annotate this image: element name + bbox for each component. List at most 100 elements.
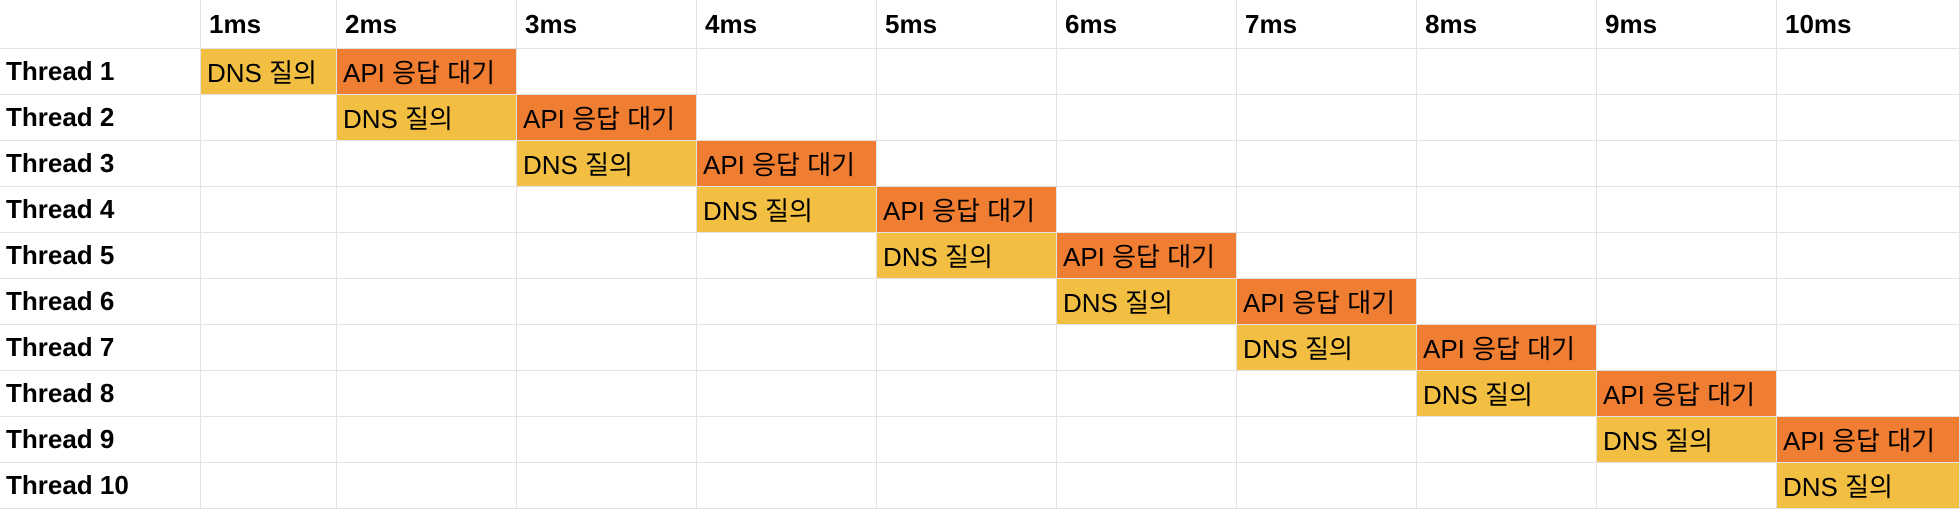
empty-cell[interactable] bbox=[877, 279, 1057, 325]
empty-cell[interactable] bbox=[1237, 371, 1417, 417]
task-api-wait[interactable]: API 응답 대기 bbox=[1417, 325, 1597, 371]
empty-cell[interactable] bbox=[1597, 49, 1777, 95]
empty-cell[interactable] bbox=[337, 463, 517, 509]
row-label[interactable]: Thread 1 bbox=[0, 49, 201, 95]
empty-cell[interactable] bbox=[517, 417, 697, 463]
task-api-wait[interactable]: API 응답 대기 bbox=[1237, 279, 1417, 325]
task-api-wait[interactable]: API 응답 대기 bbox=[1777, 417, 1960, 463]
empty-cell[interactable] bbox=[1417, 233, 1597, 279]
empty-cell[interactable] bbox=[517, 463, 697, 509]
task-api-wait[interactable]: API 응답 대기 bbox=[1057, 233, 1237, 279]
empty-cell[interactable] bbox=[877, 95, 1057, 141]
empty-cell[interactable] bbox=[517, 233, 697, 279]
empty-cell[interactable] bbox=[337, 187, 517, 233]
task-api-wait[interactable]: API 응답 대기 bbox=[517, 95, 697, 141]
empty-cell[interactable] bbox=[877, 141, 1057, 187]
empty-cell[interactable] bbox=[1057, 49, 1237, 95]
empty-cell[interactable] bbox=[1057, 371, 1237, 417]
empty-cell[interactable] bbox=[697, 95, 877, 141]
empty-cell[interactable] bbox=[1777, 325, 1960, 371]
empty-cell[interactable] bbox=[1057, 463, 1237, 509]
column-header[interactable]: 6ms bbox=[1057, 0, 1237, 49]
task-dns-query[interactable]: DNS 질의 bbox=[1417, 371, 1597, 417]
empty-cell[interactable] bbox=[201, 95, 337, 141]
row-label[interactable]: Thread 6 bbox=[0, 279, 201, 325]
empty-cell[interactable] bbox=[1597, 95, 1777, 141]
empty-cell[interactable] bbox=[517, 187, 697, 233]
empty-cell[interactable] bbox=[1417, 49, 1597, 95]
empty-cell[interactable] bbox=[877, 325, 1057, 371]
empty-cell[interactable] bbox=[337, 141, 517, 187]
empty-cell[interactable] bbox=[517, 49, 697, 95]
task-dns-query[interactable]: DNS 질의 bbox=[1777, 463, 1960, 509]
empty-cell[interactable] bbox=[1777, 187, 1960, 233]
empty-cell[interactable] bbox=[201, 463, 337, 509]
row-label[interactable]: Thread 4 bbox=[0, 187, 201, 233]
row-label[interactable]: Thread 2 bbox=[0, 95, 201, 141]
empty-cell[interactable] bbox=[697, 49, 877, 95]
task-dns-query[interactable]: DNS 질의 bbox=[337, 95, 517, 141]
task-api-wait[interactable]: API 응답 대기 bbox=[337, 49, 517, 95]
empty-cell[interactable] bbox=[201, 187, 337, 233]
row-label[interactable]: Thread 7 bbox=[0, 325, 201, 371]
row-label[interactable]: Thread 8 bbox=[0, 371, 201, 417]
task-api-wait[interactable]: API 응답 대기 bbox=[1597, 371, 1777, 417]
column-header[interactable]: 5ms bbox=[877, 0, 1057, 49]
column-header[interactable]: 10ms bbox=[1777, 0, 1960, 49]
empty-cell[interactable] bbox=[1777, 49, 1960, 95]
empty-cell[interactable] bbox=[697, 417, 877, 463]
task-dns-query[interactable]: DNS 질의 bbox=[877, 233, 1057, 279]
empty-cell[interactable] bbox=[337, 279, 517, 325]
empty-cell[interactable] bbox=[1237, 95, 1417, 141]
column-header[interactable]: 4ms bbox=[697, 0, 877, 49]
empty-cell[interactable] bbox=[1597, 233, 1777, 279]
empty-cell[interactable] bbox=[1417, 141, 1597, 187]
empty-cell[interactable] bbox=[1417, 95, 1597, 141]
empty-cell[interactable] bbox=[697, 279, 877, 325]
empty-cell[interactable] bbox=[1057, 95, 1237, 141]
empty-cell[interactable] bbox=[1417, 279, 1597, 325]
empty-cell[interactable] bbox=[1057, 417, 1237, 463]
empty-cell[interactable] bbox=[697, 233, 877, 279]
empty-cell[interactable] bbox=[1777, 371, 1960, 417]
empty-cell[interactable] bbox=[1237, 233, 1417, 279]
empty-cell[interactable] bbox=[201, 417, 337, 463]
empty-cell[interactable] bbox=[1237, 49, 1417, 95]
empty-cell[interactable] bbox=[1237, 187, 1417, 233]
column-header[interactable]: 9ms bbox=[1597, 0, 1777, 49]
empty-cell[interactable] bbox=[337, 371, 517, 417]
empty-cell[interactable] bbox=[1417, 187, 1597, 233]
empty-cell[interactable] bbox=[1237, 417, 1417, 463]
empty-cell[interactable] bbox=[1417, 463, 1597, 509]
empty-cell[interactable] bbox=[517, 279, 697, 325]
row-label[interactable]: Thread 10 bbox=[0, 463, 201, 509]
empty-cell[interactable] bbox=[1597, 187, 1777, 233]
row-label[interactable]: Thread 5 bbox=[0, 233, 201, 279]
empty-cell[interactable] bbox=[1597, 279, 1777, 325]
empty-cell[interactable] bbox=[877, 371, 1057, 417]
empty-cell[interactable] bbox=[517, 371, 697, 417]
empty-cell[interactable] bbox=[1597, 325, 1777, 371]
empty-cell[interactable] bbox=[1777, 233, 1960, 279]
empty-cell[interactable] bbox=[697, 325, 877, 371]
empty-cell[interactable] bbox=[877, 49, 1057, 95]
empty-cell[interactable] bbox=[877, 463, 1057, 509]
empty-cell[interactable] bbox=[201, 325, 337, 371]
empty-cell[interactable] bbox=[1777, 95, 1960, 141]
empty-cell[interactable] bbox=[1597, 463, 1777, 509]
empty-cell[interactable] bbox=[1057, 325, 1237, 371]
task-api-wait[interactable]: API 응답 대기 bbox=[697, 141, 877, 187]
task-dns-query[interactable]: DNS 질의 bbox=[517, 141, 697, 187]
empty-cell[interactable] bbox=[1237, 463, 1417, 509]
task-dns-query[interactable]: DNS 질의 bbox=[697, 187, 877, 233]
empty-cell[interactable] bbox=[337, 417, 517, 463]
column-header[interactable]: 7ms bbox=[1237, 0, 1417, 49]
empty-cell[interactable] bbox=[201, 233, 337, 279]
column-header[interactable]: 8ms bbox=[1417, 0, 1597, 49]
empty-cell[interactable] bbox=[1777, 141, 1960, 187]
empty-cell[interactable] bbox=[1777, 279, 1960, 325]
task-dns-query[interactable]: DNS 질의 bbox=[1237, 325, 1417, 371]
empty-cell[interactable] bbox=[697, 463, 877, 509]
row-label[interactable]: Thread 3 bbox=[0, 141, 201, 187]
empty-cell[interactable] bbox=[1597, 141, 1777, 187]
